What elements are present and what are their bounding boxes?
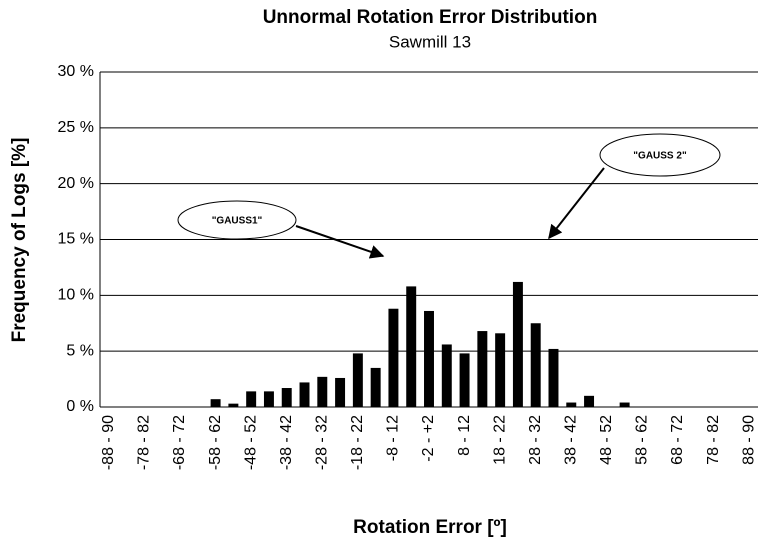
bar — [441, 344, 452, 407]
annotation: "GAUSS1" — [212, 216, 263, 227]
x-tick-label: -58 - 62 — [207, 415, 224, 470]
x-tick-label: 88 - 90 — [740, 415, 757, 465]
bar — [424, 310, 434, 407]
bar — [619, 402, 630, 407]
bar — [299, 382, 310, 407]
y-tick-label: 15 % — [58, 231, 94, 248]
y-tick-label: 0 % — [66, 398, 94, 415]
bar — [210, 399, 221, 407]
bar — [281, 388, 292, 407]
x-tick-label: -28 - 32 — [314, 415, 331, 470]
bar — [566, 402, 577, 407]
bar — [495, 333, 506, 407]
arrow — [295, 225, 385, 259]
x-tick-label: 78 - 82 — [705, 415, 722, 465]
chart-subtitle: Sawmill 13 — [389, 32, 471, 51]
x-tick-label: 48 - 52 — [598, 415, 615, 465]
x-tick-label: 18 - 22 — [491, 415, 508, 465]
bar — [263, 391, 274, 407]
y-tick-label: 20 % — [58, 175, 94, 192]
y-tick-label: 10 % — [58, 287, 94, 304]
x-tick-label: 38 - 42 — [562, 415, 579, 465]
x-tick-label: 58 - 62 — [634, 415, 651, 465]
bar — [246, 391, 257, 407]
y-tick-label: 30 % — [58, 63, 94, 80]
x-tick-label: -8 - 12 — [385, 415, 402, 461]
bar — [388, 308, 399, 407]
bar — [548, 348, 559, 407]
x-axis-title: Rotation Error [º] — [353, 517, 507, 538]
x-tick-label: 8 - 12 — [456, 415, 473, 456]
x-tick-label: 28 - 32 — [527, 415, 544, 465]
x-tick-label: -78 - 82 — [136, 415, 153, 470]
bar — [530, 323, 541, 407]
annotation-bubble — [599, 133, 721, 177]
bar — [512, 281, 523, 407]
x-tick-label: -68 - 72 — [171, 415, 188, 470]
x-tick-label: -38 - 42 — [278, 415, 295, 470]
bar — [352, 353, 363, 407]
bar — [406, 286, 417, 407]
annotation: "GAUSS 2" — [633, 151, 687, 162]
bar — [228, 403, 239, 407]
bar — [370, 367, 381, 407]
x-tick-label: -88 - 90 — [100, 415, 117, 470]
bar — [335, 377, 346, 407]
bar — [477, 331, 488, 407]
x-tick-label: -48 - 52 — [242, 415, 259, 470]
bar — [459, 353, 470, 407]
chart-title: Unnormal Rotation Error Distribution — [263, 7, 598, 28]
y-tick-label: 25 % — [58, 119, 94, 136]
x-tick-label: -2 - +2 — [420, 415, 437, 462]
bar — [584, 395, 595, 407]
arrow — [548, 167, 605, 240]
annotation-bubble — [177, 200, 297, 240]
y-axis-title: Frequency of Logs [%] — [9, 138, 30, 343]
y-tick-label: 5 % — [66, 342, 94, 359]
x-tick-label: -18 - 22 — [349, 415, 366, 470]
bar — [317, 376, 328, 407]
x-tick-label: 68 - 72 — [669, 415, 686, 465]
